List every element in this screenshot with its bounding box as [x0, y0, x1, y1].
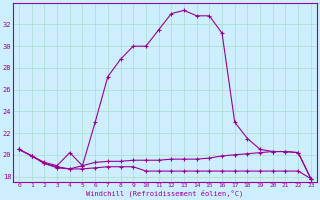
X-axis label: Windchill (Refroidissement éolien,°C): Windchill (Refroidissement éolien,°C)	[86, 190, 244, 197]
